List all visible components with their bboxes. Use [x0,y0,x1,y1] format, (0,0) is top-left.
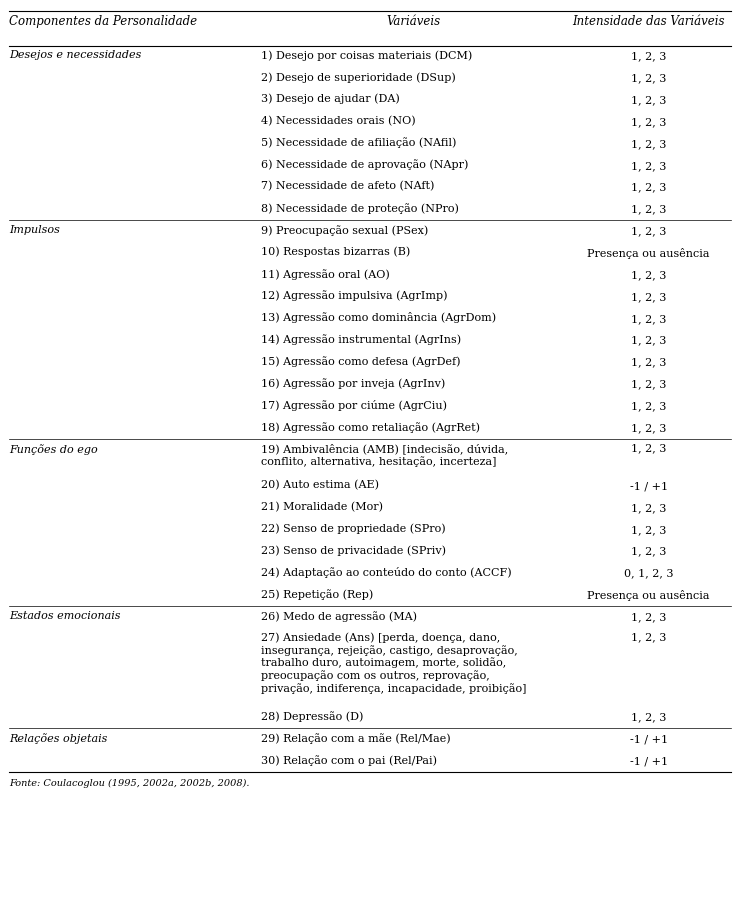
Text: 4) Necessidades orais (NO): 4) Necessidades orais (NO) [261,116,415,126]
Text: 1, 2, 3: 1, 2, 3 [631,96,667,105]
Text: 30) Relação com o pai (Rel/Pai): 30) Relação com o pai (Rel/Pai) [261,755,437,765]
Text: Desejos e necessidades: Desejos e necessidades [9,50,141,60]
Text: 1, 2, 3: 1, 2, 3 [631,336,667,345]
Text: 1, 2, 3: 1, 2, 3 [631,52,667,61]
Text: 1, 2, 3: 1, 2, 3 [631,712,667,722]
Text: 5) Necessidade de afiliação (NAfil): 5) Necessidade de afiliação (NAfil) [261,138,456,148]
Text: 25) Repetição (Rep): 25) Repetição (Rep) [261,589,373,599]
Text: 1, 2, 3: 1, 2, 3 [631,358,667,367]
Text: -1 / +1: -1 / +1 [630,734,667,744]
Text: 7) Necessidade de afeto (NAft): 7) Necessidade de afeto (NAft) [261,181,434,191]
Text: 16) Agressão por inveja (AgrInv): 16) Agressão por inveja (AgrInv) [261,378,445,389]
Text: 1, 2, 3: 1, 2, 3 [631,444,667,454]
Text: 27) Ansiedade (Ans) [perda, doença, dano,
insegurança, rejeição, castigo, desapr: 27) Ansiedade (Ans) [perda, doença, dano… [261,633,526,693]
Text: Presença ou ausência: Presença ou ausência [587,248,710,259]
Text: 1, 2, 3: 1, 2, 3 [631,612,667,622]
Text: 1) Desejo por coisas materiais (DCM): 1) Desejo por coisas materiais (DCM) [261,50,472,61]
Text: Relações objetais: Relações objetais [9,733,107,743]
Text: Estados emocionais: Estados emocionais [9,611,121,620]
Text: -1 / +1: -1 / +1 [630,481,667,491]
Text: Funções do ego: Funções do ego [9,444,98,455]
Text: Fonte: Coulacoglou (1995, 2002a, 2002b, 2008).: Fonte: Coulacoglou (1995, 2002a, 2002b, … [9,779,249,788]
Text: 11) Agressão oral (AO): 11) Agressão oral (AO) [261,269,390,280]
Text: 20) Auto estima (AE): 20) Auto estima (AE) [261,480,379,490]
Text: 1, 2, 3: 1, 2, 3 [631,74,667,83]
Text: 1, 2, 3: 1, 2, 3 [631,227,667,236]
Text: Componentes da Personalidade: Componentes da Personalidade [9,15,197,28]
Text: 1, 2, 3: 1, 2, 3 [631,292,667,302]
Text: 1, 2, 3: 1, 2, 3 [631,205,667,214]
Text: 0, 1, 2, 3: 0, 1, 2, 3 [624,568,673,578]
Text: 1, 2, 3: 1, 2, 3 [631,424,667,433]
Text: 1, 2, 3: 1, 2, 3 [631,633,667,642]
Text: 12) Agressão impulsiva (AgrImp): 12) Agressão impulsiva (AgrImp) [261,291,448,302]
Text: 6) Necessidade de aprovação (NApr): 6) Necessidade de aprovação (NApr) [261,159,468,170]
Text: 24) Adaptação ao conteúdo do conto (ACCF): 24) Adaptação ao conteúdo do conto (ACCF… [261,568,512,578]
Text: 1, 2, 3: 1, 2, 3 [631,118,667,127]
Text: 1, 2, 3: 1, 2, 3 [631,139,667,148]
Text: 26) Medo de agressão (MA): 26) Medo de agressão (MA) [261,611,417,621]
Text: 13) Agressão como dominância (AgrDom): 13) Agressão como dominância (AgrDom) [261,312,496,323]
Text: 9) Preocupação sexual (PSex): 9) Preocupação sexual (PSex) [261,225,429,236]
Text: 1, 2, 3: 1, 2, 3 [631,271,667,280]
Text: Intensidade das Variáveis: Intensidade das Variáveis [573,15,725,28]
Text: 18) Agressão como retaliação (AgrRet): 18) Agressão como retaliação (AgrRet) [261,422,480,433]
Text: Variáveis: Variáveis [387,15,440,28]
Text: 14) Agressão instrumental (AgrIns): 14) Agressão instrumental (AgrIns) [261,334,461,345]
Text: 1, 2, 3: 1, 2, 3 [631,525,667,535]
Text: 8) Necessidade de proteção (NPro): 8) Necessidade de proteção (NPro) [261,203,459,214]
Text: 19) Ambivalência (AMB) [indecisão, dúvida,
conflito, alternativa, hesitação, inc: 19) Ambivalência (AMB) [indecisão, dúvid… [261,444,508,467]
Text: 1, 2, 3: 1, 2, 3 [631,380,667,389]
Text: 1, 2, 3: 1, 2, 3 [631,547,667,557]
Text: 10) Respostas bizarras (B): 10) Respostas bizarras (B) [261,247,410,258]
Text: 1, 2, 3: 1, 2, 3 [631,402,667,411]
Text: Impulsos: Impulsos [9,225,60,235]
Text: 21) Moralidade (Mor): 21) Moralidade (Mor) [261,502,383,512]
Text: 1, 2, 3: 1, 2, 3 [631,183,667,192]
Text: 3) Desejo de ajudar (DA): 3) Desejo de ajudar (DA) [261,94,400,105]
Text: 1, 2, 3: 1, 2, 3 [631,314,667,323]
Text: 22) Senso de propriedade (SPro): 22) Senso de propriedade (SPro) [261,524,445,534]
Text: 15) Agressão como defesa (AgrDef): 15) Agressão como defesa (AgrDef) [261,356,460,367]
Text: 29) Relação com a mãe (Rel/Mae): 29) Relação com a mãe (Rel/Mae) [261,733,451,743]
Text: 2) Desejo de superioridade (DSup): 2) Desejo de superioridade (DSup) [261,72,456,83]
Text: 1, 2, 3: 1, 2, 3 [631,503,667,513]
Text: 1, 2, 3: 1, 2, 3 [631,161,667,170]
Text: Presença ou ausência: Presença ou ausência [587,589,710,601]
Text: 23) Senso de privacidade (SPriv): 23) Senso de privacidade (SPriv) [261,546,446,556]
Text: -1 / +1: -1 / +1 [630,756,667,766]
Text: 17) Agressão por ciúme (AgrCiu): 17) Agressão por ciúme (AgrCiu) [261,400,447,411]
Text: 28) Depressão (D): 28) Depressão (D) [261,711,363,722]
